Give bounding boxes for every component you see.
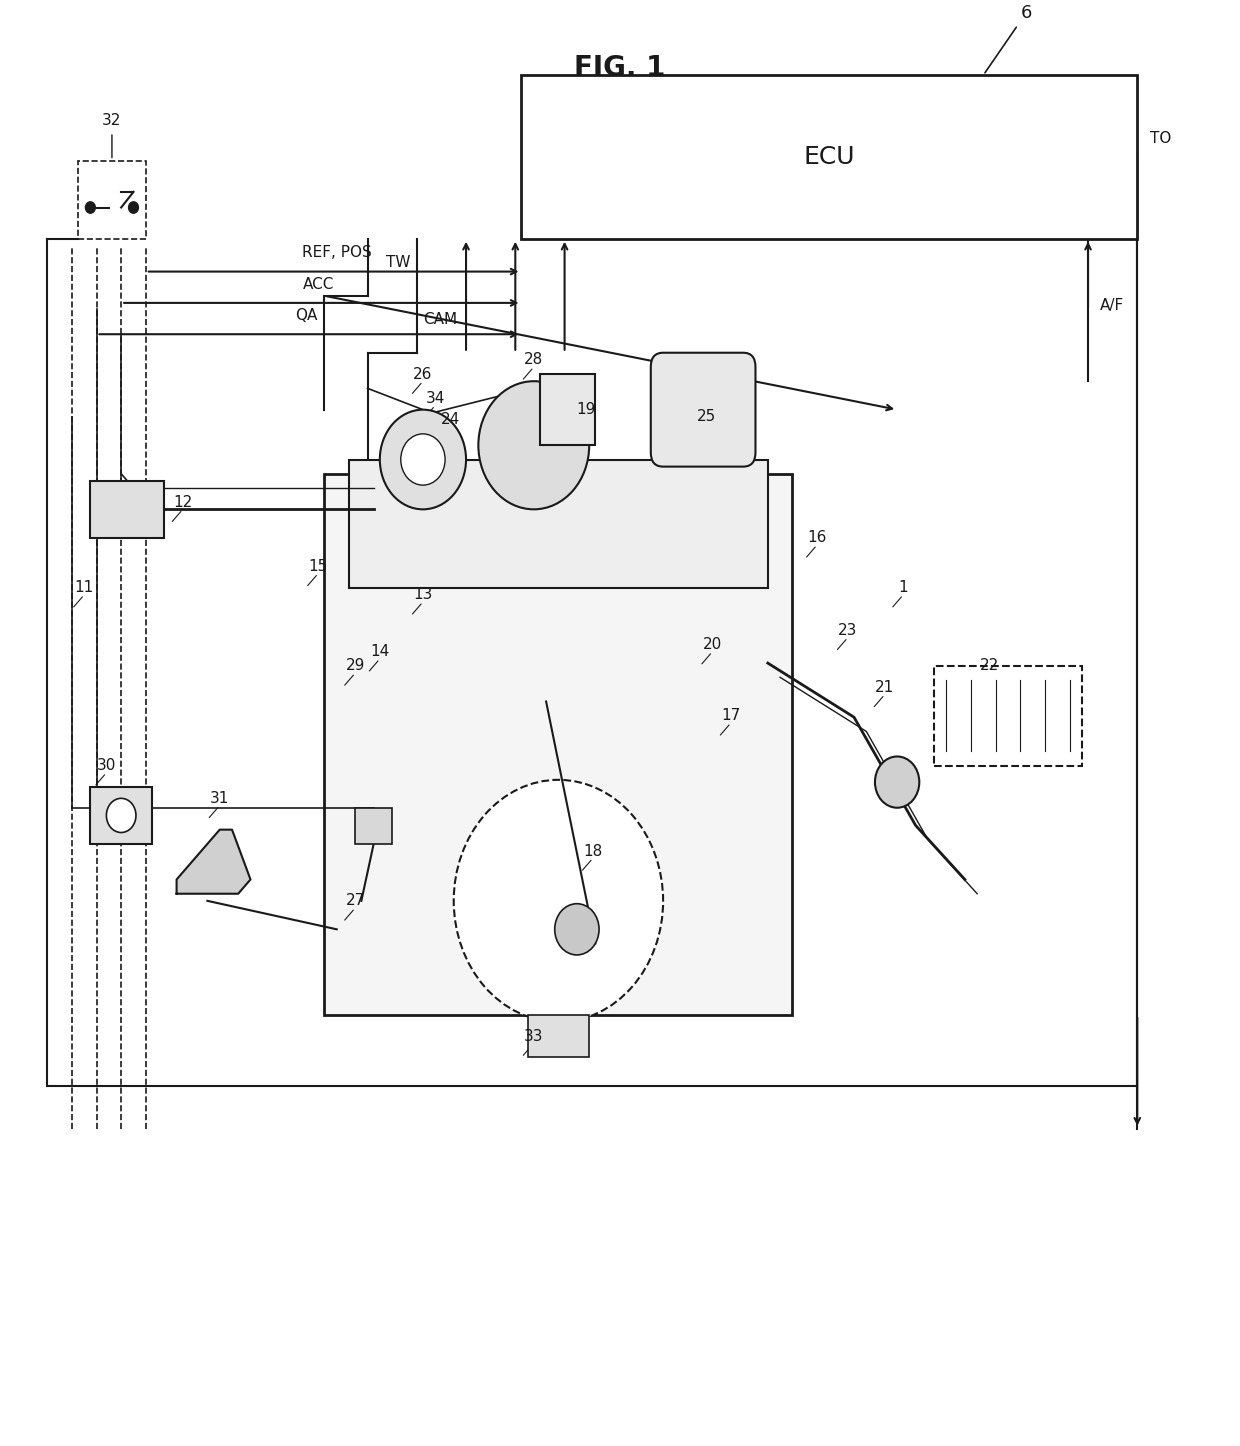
Text: QA: QA xyxy=(295,308,317,322)
Bar xyxy=(934,667,1081,765)
Text: 33: 33 xyxy=(525,1028,543,1044)
Circle shape xyxy=(379,409,466,509)
Text: 30: 30 xyxy=(97,758,117,774)
Text: 11: 11 xyxy=(74,580,94,596)
Text: TO: TO xyxy=(1149,130,1171,146)
Text: 13: 13 xyxy=(413,587,433,602)
Bar xyxy=(522,75,1137,239)
Bar xyxy=(91,787,153,844)
Text: TW: TW xyxy=(386,256,410,270)
Circle shape xyxy=(875,756,919,808)
Circle shape xyxy=(107,798,136,833)
Circle shape xyxy=(86,202,95,213)
Text: 29: 29 xyxy=(346,658,365,674)
Text: 34: 34 xyxy=(425,390,445,406)
Text: ACC: ACC xyxy=(303,276,334,292)
Bar xyxy=(78,161,146,239)
Text: 23: 23 xyxy=(838,623,858,638)
Text: 15: 15 xyxy=(309,558,327,574)
Bar xyxy=(325,474,792,1015)
Text: 19: 19 xyxy=(575,402,595,418)
Text: 20: 20 xyxy=(703,638,722,652)
Text: 26: 26 xyxy=(413,367,433,382)
Text: 16: 16 xyxy=(807,531,827,545)
Text: 28: 28 xyxy=(525,353,543,367)
FancyBboxPatch shape xyxy=(651,353,755,467)
Circle shape xyxy=(479,382,589,509)
Text: 14: 14 xyxy=(371,645,389,659)
Text: 6: 6 xyxy=(985,4,1032,72)
Text: 25: 25 xyxy=(697,409,715,424)
Circle shape xyxy=(554,904,599,954)
Text: 12: 12 xyxy=(174,495,192,509)
Text: 18: 18 xyxy=(583,843,603,859)
Text: 27: 27 xyxy=(346,894,365,908)
Bar xyxy=(539,375,595,445)
Bar xyxy=(91,482,164,538)
Text: ECU: ECU xyxy=(804,145,856,169)
Text: 21: 21 xyxy=(875,680,894,694)
Text: 17: 17 xyxy=(722,709,740,723)
Text: 31: 31 xyxy=(210,791,229,805)
Bar xyxy=(348,460,768,587)
Circle shape xyxy=(401,434,445,484)
Polygon shape xyxy=(176,830,250,894)
Text: 32: 32 xyxy=(102,113,122,127)
Text: A/F: A/F xyxy=(1100,298,1125,312)
Bar xyxy=(355,808,392,844)
Text: 24: 24 xyxy=(440,412,460,427)
Text: 1: 1 xyxy=(899,580,908,596)
Circle shape xyxy=(454,779,663,1022)
Circle shape xyxy=(129,202,139,213)
Text: CAM: CAM xyxy=(423,312,458,327)
Text: 22: 22 xyxy=(980,658,999,674)
Bar xyxy=(528,1015,589,1057)
Text: REF, POS: REF, POS xyxy=(301,246,372,260)
Text: FIG. 1: FIG. 1 xyxy=(574,54,666,82)
